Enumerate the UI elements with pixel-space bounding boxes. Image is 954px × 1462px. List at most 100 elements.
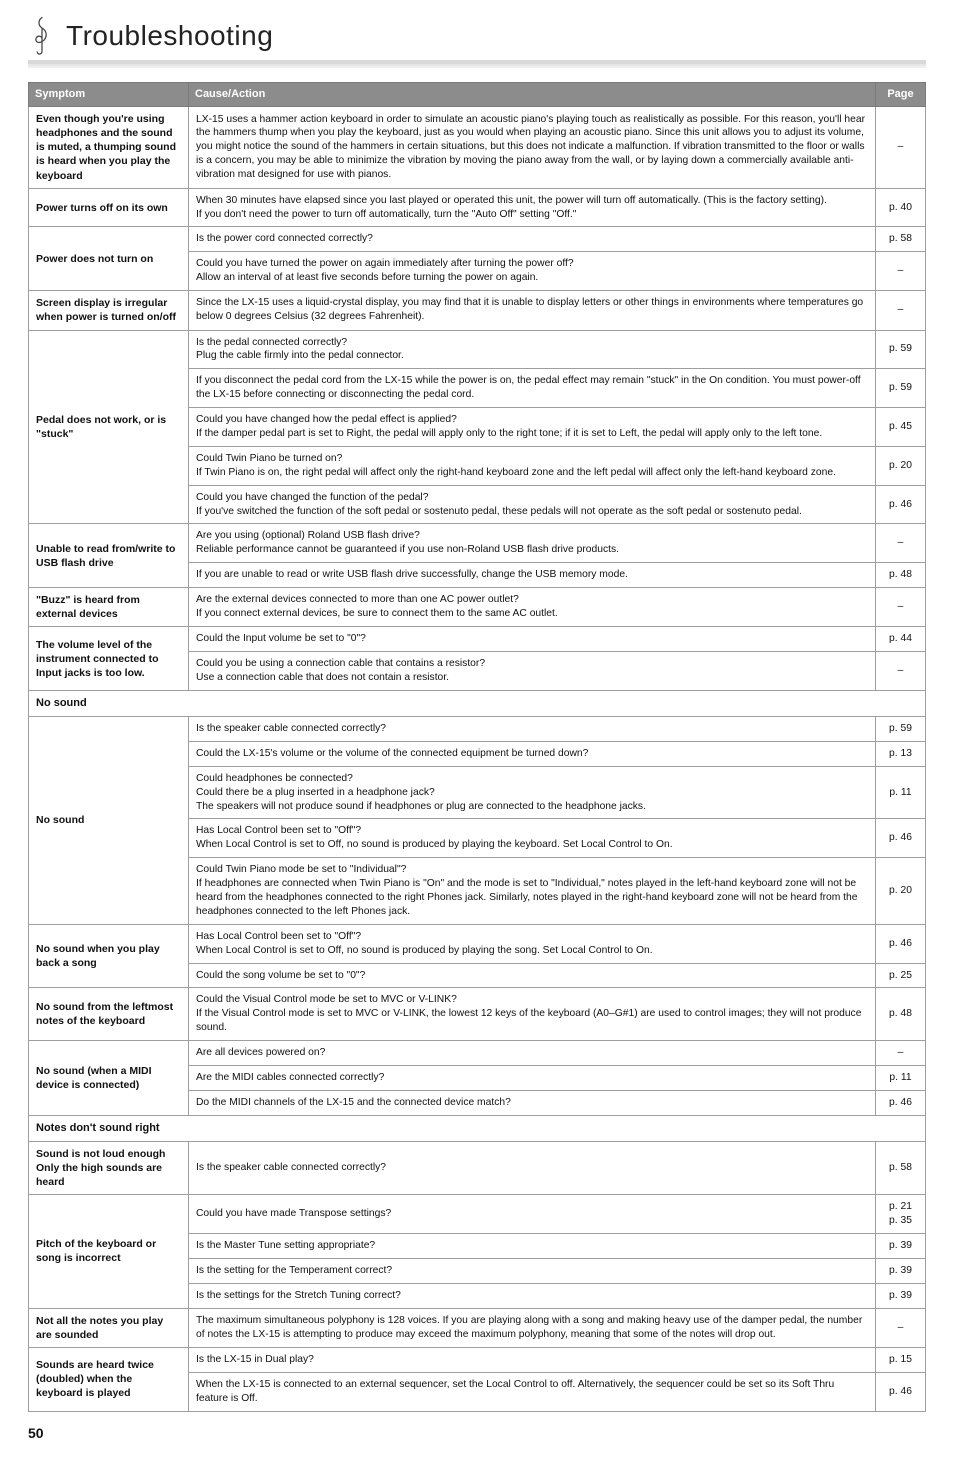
cause-cell: Has Local Control been set to "Off"? Whe…	[189, 924, 876, 963]
page-cell: p. 39	[876, 1258, 926, 1283]
page-title: Troubleshooting	[66, 17, 273, 55]
page-cell: p. 46	[876, 485, 926, 524]
table-row: "Buzz" is heard from external devicesAre…	[29, 588, 926, 627]
page-cell: –	[876, 1041, 926, 1066]
page-cell: –	[876, 291, 926, 330]
page-cell: p. 20	[876, 858, 926, 925]
page-cell: p. 58	[876, 1141, 926, 1195]
page-cell: p. 11	[876, 1065, 926, 1090]
table-row: Pitch of the keyboard or song is incorre…	[29, 1195, 926, 1234]
page-cell: p. 48	[876, 563, 926, 588]
table-row: Power does not turn onIs the power cord …	[29, 227, 926, 252]
table-row: Screen display is irregular when power i…	[29, 291, 926, 330]
cause-cell: Do the MIDI channels of the LX-15 and th…	[189, 1090, 876, 1115]
page-cell: p. 46	[876, 1372, 926, 1411]
page-cell: p. 59	[876, 369, 926, 408]
table-row: Sounds are heard twice (doubled) when th…	[29, 1347, 926, 1372]
cause-cell: Could Twin Piano mode be set to "Individ…	[189, 858, 876, 925]
page-cell: p. 46	[876, 924, 926, 963]
cause-cell: When 30 minutes have elapsed since you l…	[189, 188, 876, 227]
table-row: Pedal does not work, or is "stuck"Is the…	[29, 330, 926, 369]
page-cell: p. 21 p. 35	[876, 1195, 926, 1234]
cause-cell: Are the external devices connected to mo…	[189, 588, 876, 627]
cause-cell: When the LX-15 is connected to an extern…	[189, 1372, 876, 1411]
symptom-cell: No sound (when a MIDI device is connecte…	[29, 1041, 189, 1116]
cause-cell: Is the setting for the Temperament corre…	[189, 1258, 876, 1283]
col-page: Page	[876, 83, 926, 107]
cause-cell: Could you have turned the power on again…	[189, 252, 876, 291]
page-cell: p. 45	[876, 408, 926, 447]
table-row: Power turns off on its ownWhen 30 minute…	[29, 188, 926, 227]
cause-cell: If you disconnect the pedal cord from th…	[189, 369, 876, 408]
page-cell: p. 58	[876, 227, 926, 252]
symptom-cell: Screen display is irregular when power i…	[29, 291, 189, 330]
symptom-cell: No sound	[29, 716, 189, 924]
symptom-cell: No sound when you play back a song	[29, 924, 189, 988]
cause-cell: Since the LX-15 uses a liquid-crystal di…	[189, 291, 876, 330]
page-cell: p. 59	[876, 716, 926, 741]
page-cell: p. 40	[876, 188, 926, 227]
cause-cell: Could Twin Piano be turned on? If Twin P…	[189, 446, 876, 485]
page-cell: p. 20	[876, 446, 926, 485]
symptom-cell: Not all the notes you play are sounded	[29, 1308, 189, 1347]
cause-cell: Could the song volume be set to "0"?	[189, 963, 876, 988]
table-row: No sound from the leftmost notes of the …	[29, 988, 926, 1041]
page-cell: p. 46	[876, 819, 926, 858]
symptom-cell: Sounds are heard twice (doubled) when th…	[29, 1347, 189, 1411]
section-row: Notes don't sound right	[29, 1115, 926, 1141]
cause-cell: Could you have changed how the pedal eff…	[189, 408, 876, 447]
page-cell: p. 15	[876, 1347, 926, 1372]
cause-cell: Could you have changed the function of t…	[189, 485, 876, 524]
symptom-cell: Power does not turn on	[29, 227, 189, 291]
cause-cell: The maximum simultaneous polyphony is 12…	[189, 1308, 876, 1347]
page-cell: p. 46	[876, 1090, 926, 1115]
cause-cell: Could you have made Transpose settings?	[189, 1195, 876, 1234]
table-row: The volume level of the instrument conne…	[29, 627, 926, 652]
page-cell: –	[876, 106, 926, 188]
cause-cell: If you are unable to read or write USB f…	[189, 563, 876, 588]
page-cell: p. 59	[876, 330, 926, 369]
symptom-cell: Even though you're using headphones and …	[29, 106, 189, 188]
cause-cell: Has Local Control been set to "Off"? Whe…	[189, 819, 876, 858]
cause-cell: Is the settings for the Stretch Tuning c…	[189, 1283, 876, 1308]
page-cell: p. 13	[876, 741, 926, 766]
cause-cell: Are the MIDI cables connected correctly?	[189, 1065, 876, 1090]
page-cell: p. 11	[876, 766, 926, 819]
table-row: No soundIs the speaker cable connected c…	[29, 716, 926, 741]
page-cell: p. 39	[876, 1283, 926, 1308]
cause-cell: Could the LX-15's volume or the volume o…	[189, 741, 876, 766]
cause-cell: Could you be using a connection cable th…	[189, 652, 876, 691]
section-label: No sound	[29, 691, 926, 717]
symptom-cell: Pitch of the keyboard or song is incorre…	[29, 1195, 189, 1308]
col-cause: Cause/Action	[189, 83, 876, 107]
page-cell: –	[876, 524, 926, 563]
table-header-row: Symptom Cause/Action Page	[29, 83, 926, 107]
section-label: Notes don't sound right	[29, 1115, 926, 1141]
page-cell: p. 44	[876, 627, 926, 652]
cause-cell: Is the Master Tune setting appropriate?	[189, 1233, 876, 1258]
page-number: 50	[28, 1424, 926, 1443]
troubleshooting-table: Symptom Cause/Action Page Even though yo…	[28, 82, 926, 1412]
treble-clef-icon	[28, 14, 56, 58]
symptom-cell: Power turns off on its own	[29, 188, 189, 227]
cause-cell: LX-15 uses a hammer action keyboard in o…	[189, 106, 876, 188]
page-cell: –	[876, 252, 926, 291]
section-row: No sound	[29, 691, 926, 717]
table-row: Sound is not loud enough Only the high s…	[29, 1141, 926, 1195]
symptom-cell: Unable to read from/write to USB flash d…	[29, 524, 189, 588]
table-row: No sound when you play back a songHas Lo…	[29, 924, 926, 963]
table-row: Unable to read from/write to USB flash d…	[29, 524, 926, 563]
symptom-cell: Pedal does not work, or is "stuck"	[29, 330, 189, 524]
page-cell: –	[876, 1308, 926, 1347]
cause-cell: Are you using (optional) Roland USB flas…	[189, 524, 876, 563]
cause-cell: Is the speaker cable connected correctly…	[189, 1141, 876, 1195]
page-cell: –	[876, 652, 926, 691]
cause-cell: Could the Visual Control mode be set to …	[189, 988, 876, 1041]
table-row: No sound (when a MIDI device is connecte…	[29, 1041, 926, 1066]
col-symptom: Symptom	[29, 83, 189, 107]
cause-cell: Is the LX-15 in Dual play?	[189, 1347, 876, 1372]
table-row: Not all the notes you play are soundedTh…	[29, 1308, 926, 1347]
symptom-cell: Sound is not loud enough Only the high s…	[29, 1141, 189, 1195]
symptom-cell: "Buzz" is heard from external devices	[29, 588, 189, 627]
page-cell: p. 25	[876, 963, 926, 988]
